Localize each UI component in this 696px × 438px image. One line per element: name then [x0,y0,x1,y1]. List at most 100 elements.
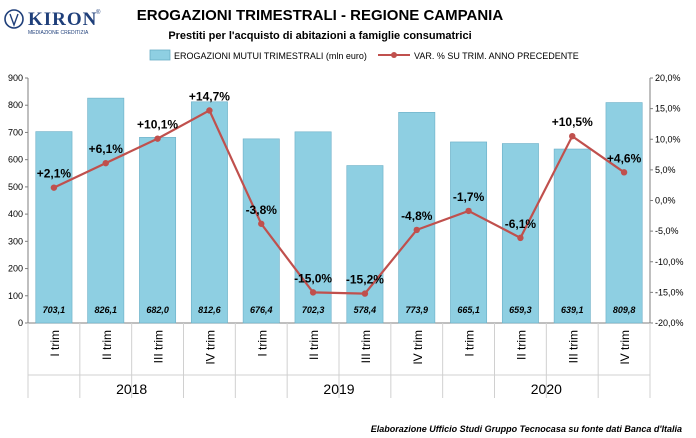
brand-tagline: MEDIAZIONE CREDITIZIA [28,30,89,36]
bar [553,148,591,324]
brand-name: KIRON [28,9,97,30]
brand-registered-mark: ® [96,9,101,16]
line-point [309,289,317,296]
bar [35,131,73,324]
category-label: II trim [100,330,114,360]
chart-subtitle: Prestiti per l'acquisto di abitazioni a … [168,30,471,42]
bar-series [35,97,643,324]
line-value-label: +14,7% [189,89,230,103]
category-label: I trim [255,330,269,357]
bar-value-label: 682,0 [146,305,169,315]
right-tick-label: 15,0% [655,104,681,114]
category-label: I trim [463,330,477,357]
legend-bar-label: EROGAZIONI MUTUI TRIMESTRALI (mln euro) [174,51,367,61]
left-tick-label: 700 [8,127,23,137]
left-tick-label: 500 [8,182,23,192]
category-label: III trim [566,330,580,363]
line-point [465,207,472,215]
line-point [50,184,58,191]
bar-value-label: 578,4 [354,305,377,315]
category-label: III trim [359,330,373,363]
right-tick-label: 0,0% [655,196,676,206]
left-tick-label: 600 [8,155,23,165]
category-label: IV trim [618,330,632,365]
line-value-label: -4,8% [401,209,433,223]
bar-value-label: 665,1 [457,305,480,315]
legend: EROGAZIONI MUTUI TRIMESTRALI (mln euro) … [149,49,579,61]
category-label: IV trim [411,330,425,365]
bar-value-labels: 703,1 826,1 682,0 812,6 676,4 702,3 578,4 773,9… [43,305,636,315]
left-tick-label: 100 [8,291,23,301]
left-axis: 0 100 200 300 400 500 600 700 800 900 [8,73,650,328]
left-tick-label: 0 [18,318,23,328]
line-point [569,132,576,140]
bar [450,141,488,324]
x-axis-years: 2018 2019 2020 [28,374,650,397]
left-tick-label: 900 [8,73,23,83]
x-axis-categories: I trim II trim III trim IV trim I trim II tri… [27,323,651,398]
line-series [50,107,628,297]
category-label: IV trim [203,330,217,365]
line-point [206,107,213,114]
bar-value-label: 676,4 [250,305,273,315]
category-label: II trim [307,330,321,360]
right-axis: -20,0% -15,0% -10,0% -5,0% 0,0% 5,0% 10,0% 15,0… [649,73,684,328]
right-tick-label: 5,0% [655,165,676,175]
line-value-label: +10,1% [137,118,178,132]
bar-value-label: 809,8 [613,305,636,315]
line-point [102,159,109,167]
kiron-logo: KIRON ® MEDIAZIONE CREDITIZIA [4,9,101,36]
right-tick-label: 20,0% [655,73,681,83]
bar-value-label: 639,1 [561,305,584,315]
year-label: 2020 [531,381,562,397]
year-label: 2018 [116,381,147,397]
chart-title: EROGAZIONI TRIMESTRALI - REGIONE CAMPANI… [137,7,504,24]
line-point [361,290,369,297]
legend-line-label: VAR. % SU TRIM. ANNO PRECEDENTE [414,51,579,61]
right-tick-label: -15,0% [655,287,684,297]
line-point [517,234,524,242]
bar [190,101,228,324]
line-point [413,226,420,234]
bar [398,112,436,324]
left-tick-label: 200 [8,264,23,274]
left-tick-label: 400 [8,209,23,219]
right-tick-label: -5,0% [655,226,679,236]
category-label: III trim [152,330,166,363]
bar-value-label: 659,3 [509,305,532,315]
line-point [620,169,628,176]
line-value-label: -15,0% [294,271,332,285]
bar [139,137,177,324]
bar-value-label: 702,3 [302,305,325,315]
year-label: 2019 [323,381,354,397]
line-value-labels: +2,1% +6,1% +10,1% +14,7% -3,8% -15,0% -15,2% -… [37,89,642,286]
left-tick-label: 800 [8,100,23,110]
line-value-label: -1,7% [453,190,485,204]
right-tick-label: -10,0% [655,257,684,267]
right-tick-label: 10,0% [655,134,681,144]
right-tick-label: -20,0% [655,318,684,328]
line-value-label: +4,6% [607,151,642,165]
line-value-label: -6,1% [505,217,537,231]
left-tick-label: 300 [8,236,23,246]
legend-line-marker [391,52,397,58]
bar-value-label: 826,1 [94,305,117,315]
bar [501,143,539,324]
bar [605,102,643,324]
source-note: Elaborazione Ufficio Studi Gruppo Tecnoc… [371,424,682,434]
legend-bar-swatch [149,49,171,61]
line-value-label: -3,8% [246,203,278,217]
bar-value-label: 773,9 [405,305,428,315]
bar [242,138,280,324]
bar-value-label: 703,1 [43,305,66,315]
line-value-label: +6,1% [89,142,124,156]
category-label: I trim [48,330,62,357]
bar [346,165,384,324]
line-point [258,220,265,227]
series-line [53,108,625,295]
line-value-label: -15,2% [346,273,384,287]
line-value-label: +2,1% [37,167,72,181]
line-point [154,135,161,142]
bar [87,97,125,324]
